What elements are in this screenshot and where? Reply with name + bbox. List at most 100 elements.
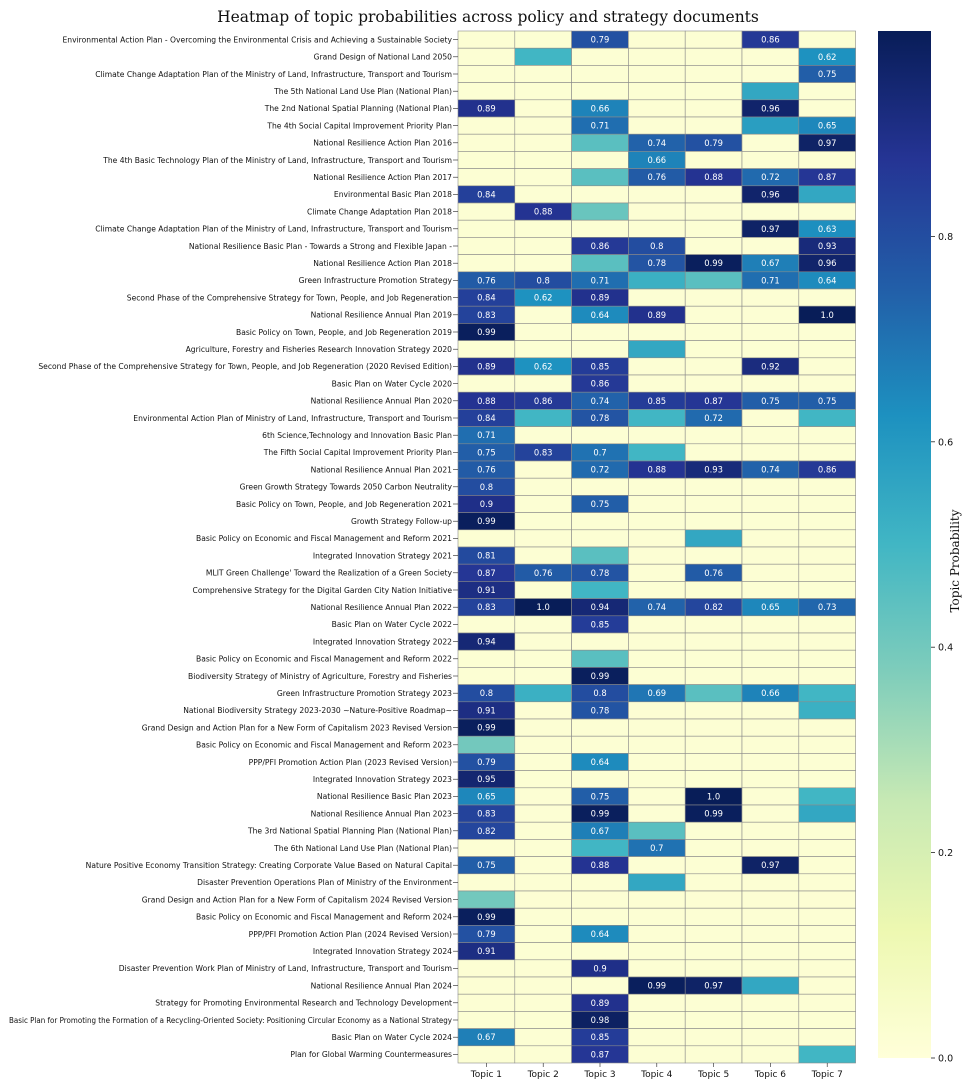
- heatmap-cell: [741, 409, 800, 427]
- column-label: Topic 2: [527, 1070, 559, 1080]
- heatmap-cell: [684, 959, 743, 978]
- heatmap-cell: [628, 735, 686, 754]
- heatmap-cell: [741, 237, 800, 255]
- cell-value-label: 0.99: [477, 327, 496, 337]
- heatmap-cell: [798, 357, 856, 376]
- heatmap-cell: [457, 116, 516, 135]
- heatmap-cell: [684, 649, 743, 668]
- row-label: Integrated Innovation Strategy 2024: [313, 947, 452, 956]
- cell-value-label: 1.0: [821, 310, 834, 320]
- cell-value-label: 0.76: [477, 275, 496, 285]
- heatmap-cell: [741, 133, 800, 152]
- heatmap-cell: [798, 529, 856, 548]
- heatmap-cell: [741, 753, 800, 771]
- heatmap-cell: [741, 942, 800, 961]
- heatmap-cell: [571, 185, 629, 204]
- colorbar-tick-label: 0.2: [938, 848, 953, 859]
- cell-value-label: 0.67: [761, 258, 780, 268]
- heatmap-cell: [457, 47, 516, 66]
- cell-value-label: 0.84: [477, 189, 496, 199]
- heatmap-cell: [571, 546, 629, 565]
- heatmap-cell: [628, 959, 686, 978]
- heatmap-cell: [571, 770, 629, 789]
- row-label: Integrated Innovation Strategy 2023: [313, 775, 452, 784]
- heatmap-cell: [457, 202, 516, 221]
- heatmap-cell: [741, 873, 800, 892]
- cell-value-label: 0.86: [534, 396, 553, 406]
- row-label: Grand Design of National Land 2050: [314, 53, 453, 62]
- colorbar-tick-label: 0.4: [938, 643, 953, 654]
- heatmap-cell: [628, 546, 686, 565]
- cell-value-label: 0.66: [647, 155, 666, 165]
- cell-value-label: 0.66: [761, 688, 780, 698]
- heatmap-cell: [514, 151, 572, 169]
- row-label: Basic Plan on Water Cycle 2024: [332, 1033, 452, 1042]
- heatmap-cell: [684, 512, 743, 531]
- cell-value-label: 0.74: [647, 138, 666, 148]
- cell-value-label: 0.74: [647, 602, 666, 612]
- colorbar: 0.0 0.2 0.4 0.6 0.8 Topic Probability: [878, 31, 962, 1065]
- heatmap-cell: [628, 925, 686, 943]
- cell-value-label: 0.79: [591, 35, 610, 45]
- heatmap-cell: [684, 839, 743, 857]
- heatmap-cell: [798, 804, 856, 823]
- cell-value-label: 0.64: [818, 275, 837, 285]
- cell-value-label: 0.78: [591, 705, 610, 715]
- heatmap-cell: [514, 821, 572, 840]
- heatmap-cell: [741, 1011, 800, 1029]
- heatmap-cell: [798, 288, 856, 307]
- heatmap-cell: [684, 323, 743, 341]
- heatmap-cell: [741, 890, 800, 909]
- heatmap-cell: [628, 718, 686, 737]
- heatmap-cell: [457, 649, 516, 668]
- row-label: Climate Change Adaptation Plan of the Mi…: [95, 70, 452, 79]
- heatmap-cell: [628, 30, 686, 49]
- cell-value-label: 0.75: [818, 69, 837, 79]
- cell-value-label: 0.64: [591, 757, 610, 767]
- cell-value-label: 0.86: [818, 465, 837, 475]
- row-label: Strategy for Promoting Environmental Res…: [155, 999, 452, 1008]
- cell-value-label: 0.8: [480, 482, 493, 492]
- cell-value-label: 0.76: [704, 568, 723, 578]
- heatmap-cell: [571, 219, 629, 238]
- row-label: National Biodiversity Strategy 2023-2030…: [183, 706, 452, 715]
- heatmap-cell: [741, 323, 800, 341]
- heatmap-cell: [571, 47, 629, 66]
- heatmap-cell: [741, 667, 800, 685]
- heatmap-cell: [628, 787, 686, 806]
- chart-title: Heatmap of topic probabilities across po…: [217, 8, 759, 26]
- heatmap-cell: [571, 477, 629, 496]
- heatmap-cell: [457, 529, 516, 548]
- heatmap-cell: [684, 237, 743, 255]
- cell-value-label: 0.86: [761, 35, 780, 45]
- row-label: Green Growth Strategy Towards 2050 Carbo…: [240, 483, 453, 492]
- heatmap-cell: [628, 649, 686, 668]
- row-label: National Resilience Action Plan 2016: [313, 139, 452, 148]
- heatmap-cell: [457, 237, 516, 255]
- heatmap-cell: [684, 581, 743, 599]
- heatmap-cell: [741, 512, 800, 531]
- cell-value-label: 0.72: [761, 172, 780, 182]
- cell-value-label: 0.85: [591, 361, 610, 371]
- heatmap-cell: [514, 1045, 572, 1064]
- heatmap-cell: [571, 839, 629, 857]
- heatmap-cell: [514, 237, 572, 255]
- heatmap-cell: [741, 839, 800, 857]
- heatmap-cell: [571, 254, 629, 273]
- cell-value-label: 1.0: [707, 791, 720, 801]
- heatmap-cell: [741, 82, 800, 101]
- row-label: Grand Design and Action Plan for a New F…: [142, 723, 452, 732]
- row-label: Basic Plan for Promoting the Formation o…: [9, 1016, 452, 1025]
- heatmap-cell: [741, 787, 800, 806]
- heatmap-cell: [628, 323, 686, 341]
- heatmap-cell: [628, 701, 686, 720]
- column-label: Topic 6: [754, 1070, 786, 1080]
- heatmap-cell: [741, 1045, 800, 1064]
- heatmap-cell: [684, 770, 743, 789]
- cell-value-label: 0.62: [818, 52, 837, 62]
- heatmap-cell: [514, 735, 572, 754]
- heatmap-cell: [514, 340, 572, 359]
- heatmap-cell: [684, 735, 743, 754]
- heatmap-cell: [798, 581, 856, 599]
